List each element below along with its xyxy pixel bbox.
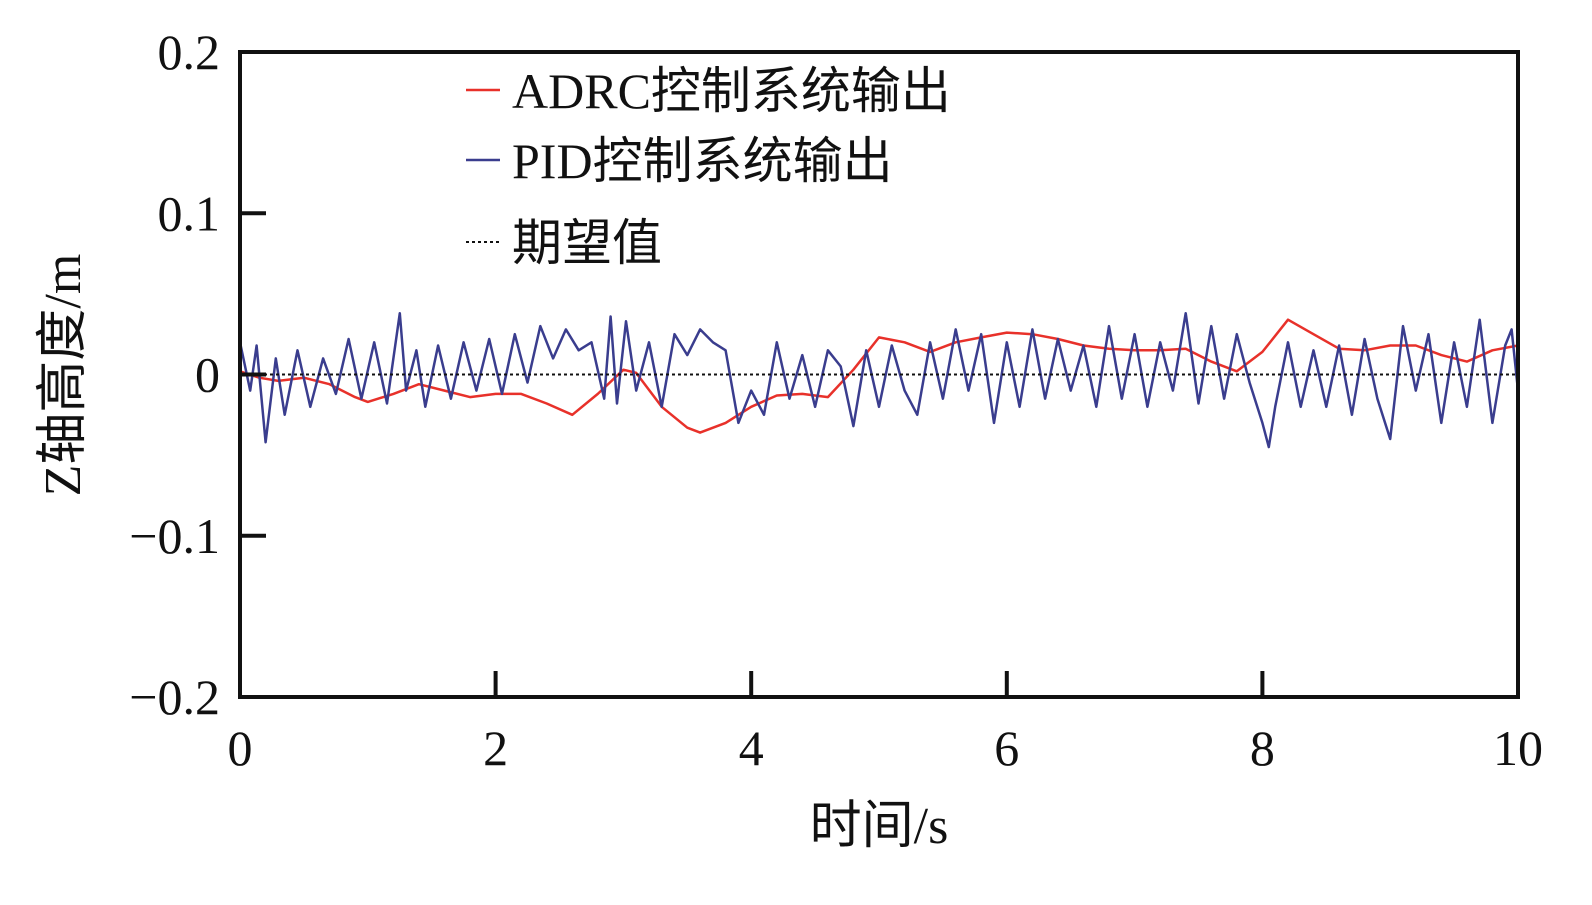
y-axis-label: Z轴高度/m <box>35 254 92 497</box>
y-tick-label: −0.1 <box>129 508 220 564</box>
y-tick-label: 0.1 <box>158 185 221 241</box>
y-tick-label: −0.2 <box>129 669 220 725</box>
axis-ticks: 0 2 4 6 8 10 0.2 0.1 0 −0.1 −0.2 <box>129 24 1543 776</box>
legend-label-3: 期望值 <box>512 215 662 271</box>
x-axis-label: 时间/s <box>810 798 949 855</box>
series-line-1 <box>239 318 1519 434</box>
y-tick-label: 0.2 <box>158 24 221 80</box>
x-tick-label: 8 <box>1250 720 1275 776</box>
x-tick-label: 4 <box>739 720 764 776</box>
x-tick-label: 0 <box>228 720 253 776</box>
y-tick-label: 0 <box>195 347 220 403</box>
series-line-2 <box>238 311 1520 449</box>
legend-label-2: PID控制系统输出 <box>512 133 893 189</box>
x-tick-label: 2 <box>483 720 508 776</box>
plot-series <box>238 311 1520 449</box>
legend-label-1: ADRC控制系统输出 <box>512 63 951 119</box>
x-tick-label: 10 <box>1493 720 1543 776</box>
x-tick-label: 6 <box>994 720 1019 776</box>
